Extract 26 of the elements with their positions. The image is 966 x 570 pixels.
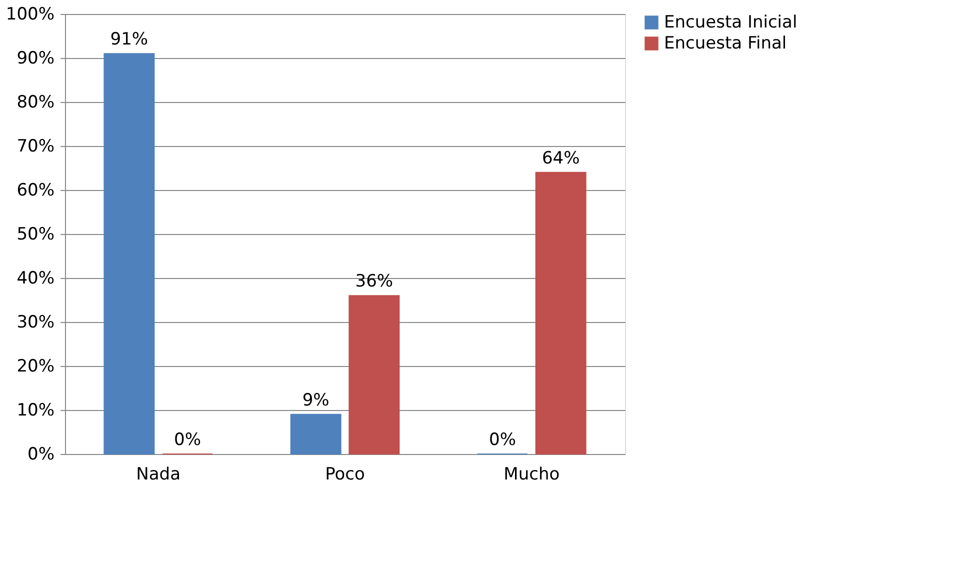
bar [348, 295, 400, 454]
data-label: 64% [542, 148, 580, 168]
data-label: 0% [489, 430, 516, 450]
legend-label: Encuesta Inicial [664, 12, 798, 32]
y-tick-label: 90% [16, 48, 54, 68]
data-label: 36% [355, 272, 394, 292]
data-label: 0% [174, 430, 201, 450]
x-tick-label: Nada [136, 464, 181, 484]
y-tick-label: 60% [16, 180, 54, 200]
bar [104, 53, 155, 454]
y-tick-label: 70% [16, 136, 54, 156]
y-tick-label: 100% [6, 4, 54, 24]
legend-label: Encuesta Final [664, 34, 787, 54]
x-tick-label: Poco [325, 464, 365, 484]
y-tick-label: 0% [28, 444, 54, 464]
bar [290, 414, 342, 454]
y-tick-label: 80% [16, 92, 54, 112]
data-label: 91% [110, 30, 148, 50]
data-label: 9% [302, 390, 330, 410]
x-tick-label: Mucho [504, 464, 560, 484]
y-tick-label: 10% [16, 400, 54, 420]
y-tick-label: 20% [16, 356, 54, 376]
bar [535, 172, 586, 454]
y-tick-label: 40% [16, 268, 54, 288]
y-tick-label: 30% [16, 312, 54, 332]
y-tick-label: 50% [16, 224, 54, 244]
